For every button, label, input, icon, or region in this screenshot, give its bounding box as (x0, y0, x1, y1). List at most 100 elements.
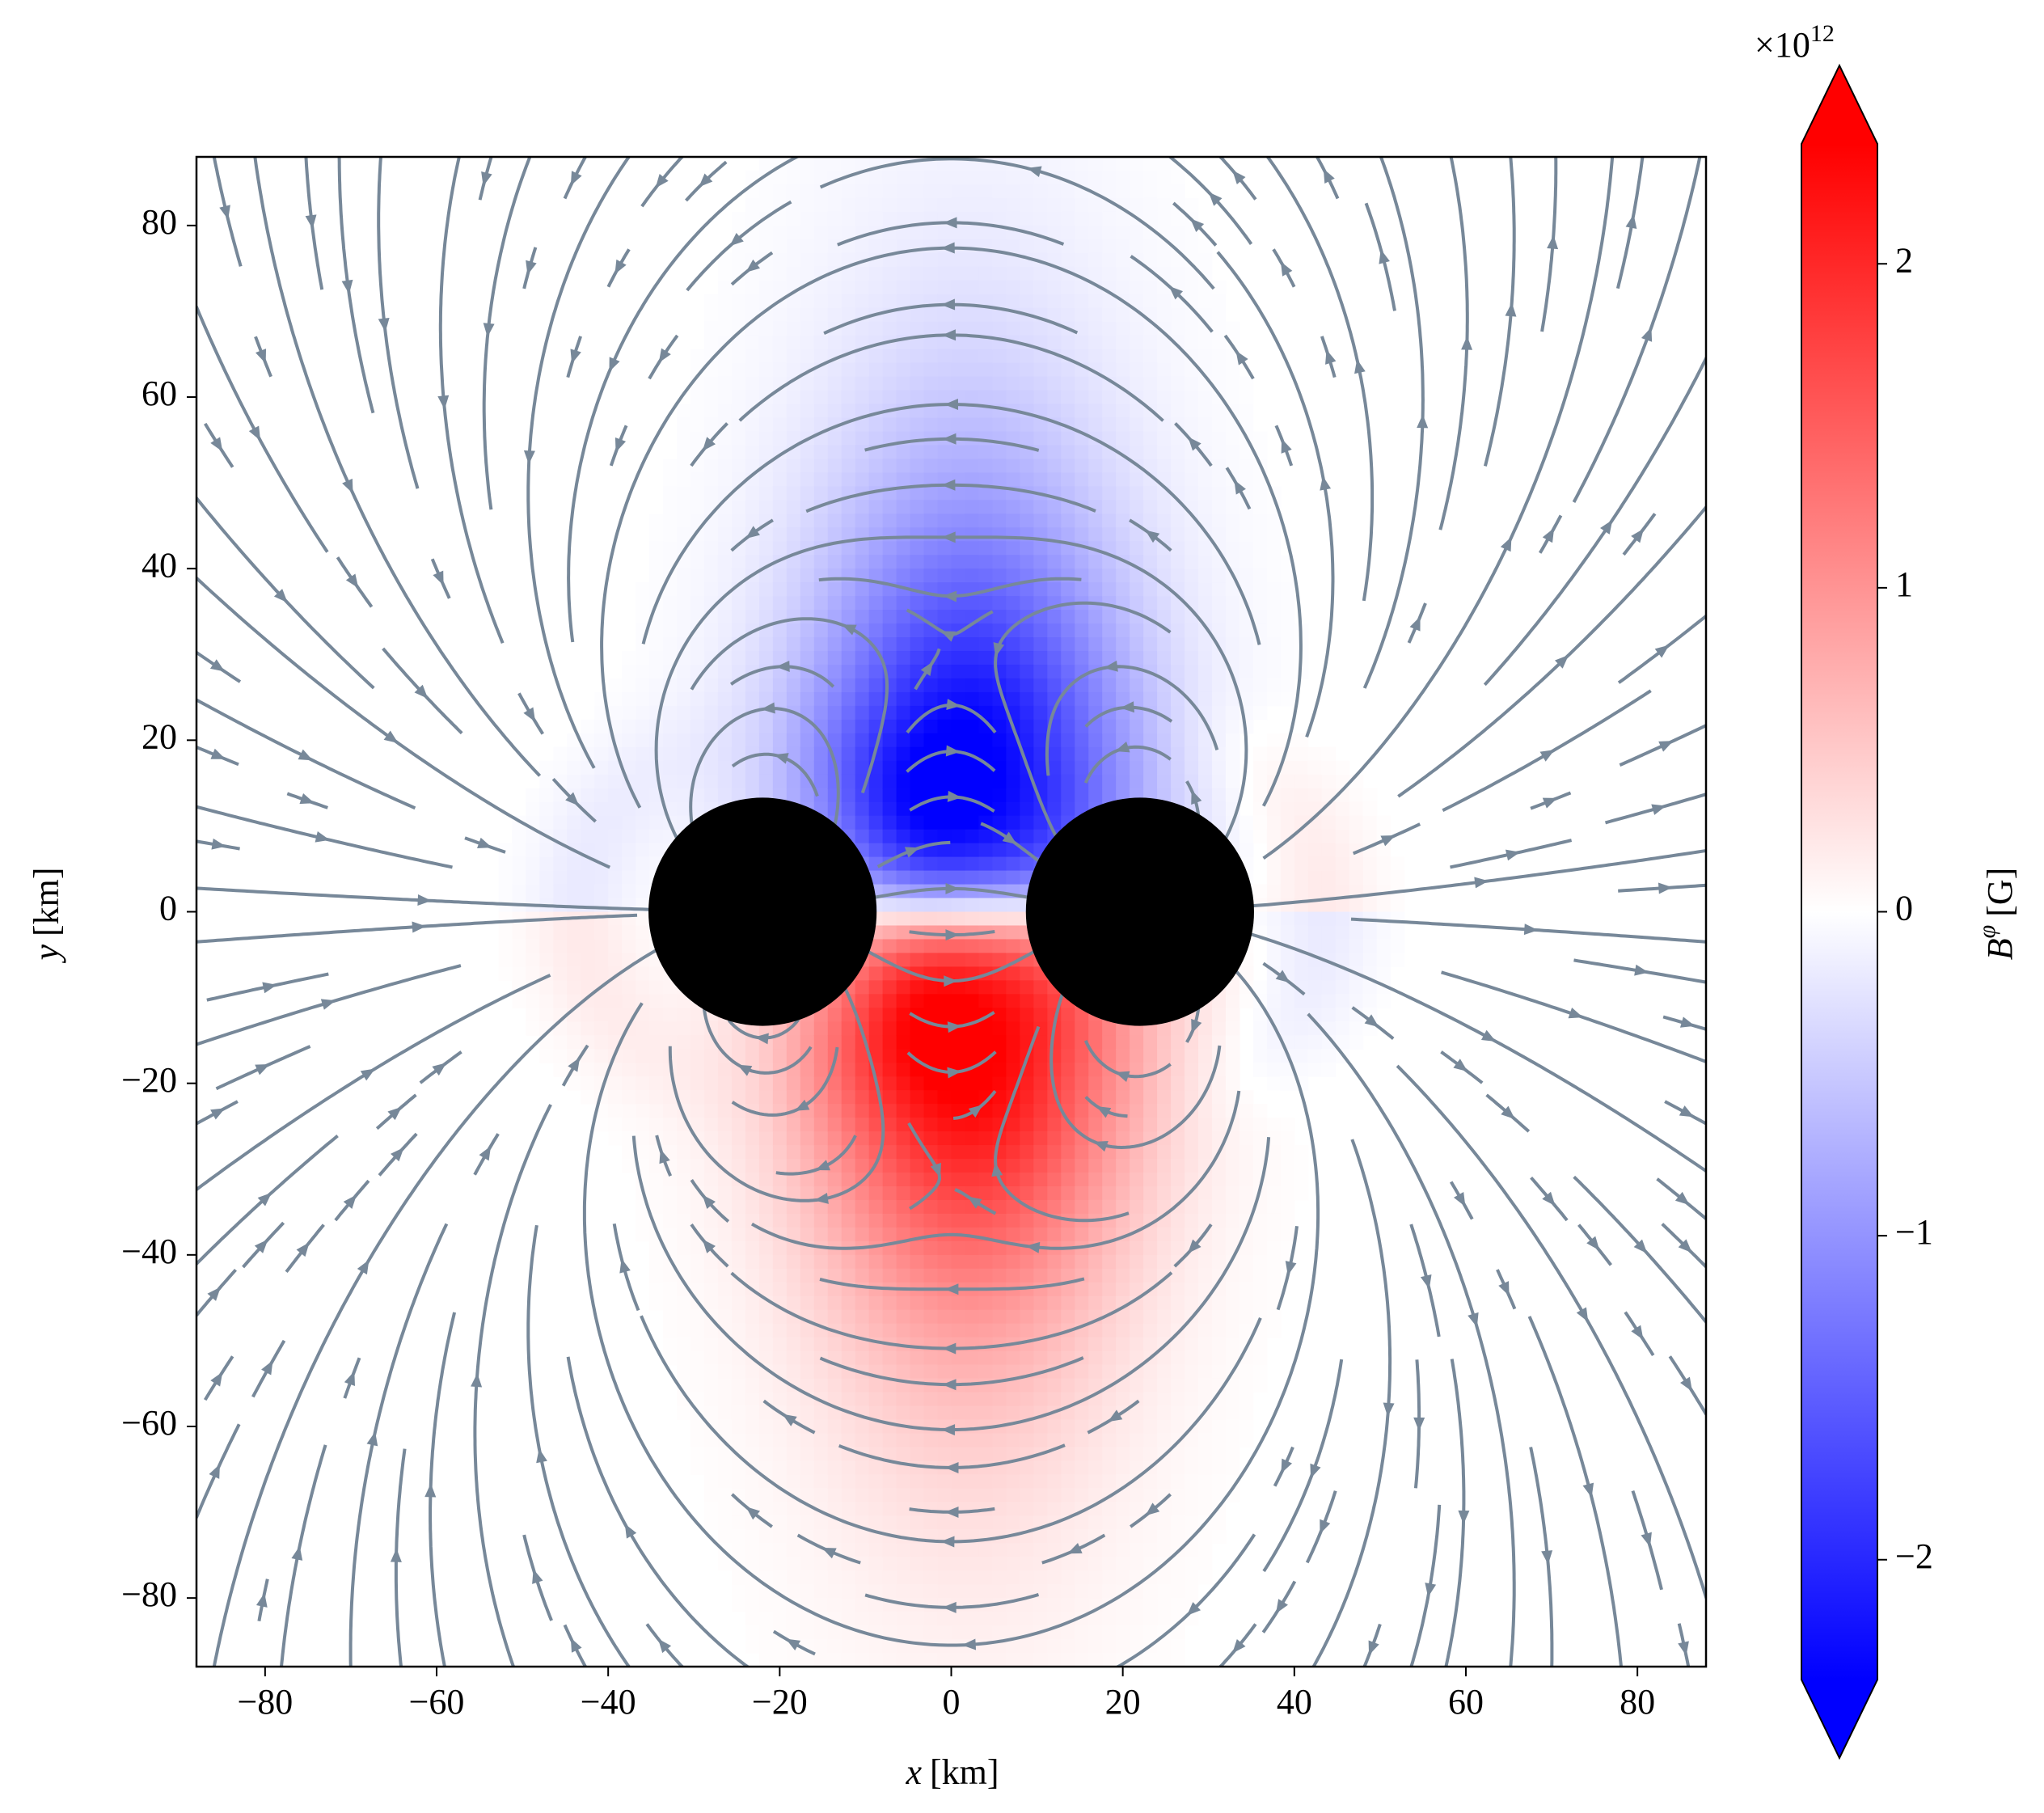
field-cell (1252, 815, 1268, 830)
field-cell (677, 431, 691, 446)
field-cell (978, 321, 994, 336)
field-cell (1061, 1584, 1075, 1599)
field-cell (1020, 1021, 1034, 1036)
field-cell (1157, 760, 1172, 775)
field-cell (992, 1309, 1007, 1325)
field-cell (923, 1090, 939, 1105)
field-cell (1088, 1488, 1103, 1502)
field-cell (1171, 1145, 1185, 1160)
field-cell (1143, 294, 1158, 309)
field-cell (855, 719, 870, 734)
field-cell (1006, 980, 1020, 995)
field-cell (827, 362, 843, 378)
field-cell (758, 349, 774, 364)
field-cell (1116, 760, 1130, 775)
field-cell (786, 1199, 801, 1215)
field-cell (951, 1474, 966, 1489)
field-cell (868, 197, 884, 213)
field-cell (800, 1570, 815, 1585)
field-cell (868, 1199, 884, 1215)
field-cell (910, 513, 925, 528)
field-cell (717, 1268, 733, 1283)
field-cell (827, 225, 843, 240)
field-cell (951, 801, 966, 817)
field-cell (1171, 1295, 1185, 1311)
field-cell (1006, 1049, 1020, 1063)
field-cell (703, 582, 719, 597)
field-cell (923, 486, 939, 501)
field-cell (1116, 1543, 1130, 1557)
field-cell (1266, 555, 1282, 569)
field-cell (855, 445, 870, 459)
field-cell (951, 1090, 966, 1105)
field-cell (813, 555, 829, 569)
field-cell (910, 994, 925, 1008)
field-cell (1033, 294, 1048, 309)
field-cell (1047, 760, 1062, 775)
field-cell (1102, 1172, 1117, 1187)
field-cell (1225, 1337, 1240, 1352)
field-cell (758, 1049, 774, 1063)
field-cell (539, 760, 554, 775)
field-cell (1088, 170, 1103, 185)
field-cell (1239, 1295, 1254, 1311)
field-cell (1157, 1598, 1172, 1612)
field-cell (1198, 1364, 1213, 1380)
field-cell (841, 1035, 856, 1050)
field-cell (937, 404, 952, 419)
field-cell (717, 1021, 733, 1036)
field-cell (758, 417, 774, 433)
field-cell (1033, 1639, 1048, 1654)
field-cell (1239, 404, 1254, 419)
field-cell (1239, 1254, 1254, 1270)
field-cell (745, 1240, 760, 1256)
field-cell (1225, 651, 1240, 666)
field-cell (992, 815, 1007, 830)
field-cell (923, 404, 939, 419)
field-cell (1088, 266, 1103, 281)
field-cell (1047, 664, 1062, 679)
field-cell (1171, 472, 1185, 487)
field-cell (1116, 472, 1130, 487)
field-cell (758, 1378, 774, 1393)
field-cell (786, 1584, 801, 1599)
field-cell (1252, 664, 1268, 679)
field-cell (951, 1653, 966, 1667)
field-cell (608, 760, 623, 775)
field-cell (1033, 555, 1048, 569)
field-cell (1006, 1488, 1020, 1502)
field-cell (1047, 1118, 1062, 1132)
field-cell (1088, 1639, 1103, 1654)
field-cell (758, 1433, 774, 1448)
field-cell (1198, 1557, 1213, 1571)
field-cell (827, 1213, 843, 1228)
field-cell (896, 184, 911, 199)
field-cell (758, 1405, 774, 1421)
field-cell (937, 459, 952, 473)
field-cell (813, 1213, 829, 1228)
field-cell (1061, 513, 1075, 528)
field-cell (868, 459, 884, 473)
field-cell (690, 582, 705, 597)
field-cell (1047, 1063, 1062, 1077)
field-cell (882, 1584, 897, 1599)
field-cell (717, 1323, 733, 1338)
field-cell (1061, 1076, 1075, 1091)
field-cell (622, 651, 636, 666)
field-cell (910, 870, 925, 885)
field-cell (1252, 1049, 1268, 1063)
field-cell (1061, 610, 1075, 624)
field-cell (868, 1282, 884, 1297)
field-cell (772, 1433, 788, 1448)
field-cell (608, 953, 623, 967)
field-cell (677, 1159, 691, 1173)
field-cell (1130, 1172, 1144, 1187)
field-cell (896, 1309, 911, 1325)
field-cell (636, 856, 650, 872)
field-cell (855, 349, 870, 364)
field-cell (1006, 1159, 1020, 1173)
field-cell (1033, 1543, 1048, 1557)
field-cell (910, 1447, 925, 1462)
field-cell (1006, 966, 1020, 981)
field-cell (1171, 1213, 1185, 1228)
